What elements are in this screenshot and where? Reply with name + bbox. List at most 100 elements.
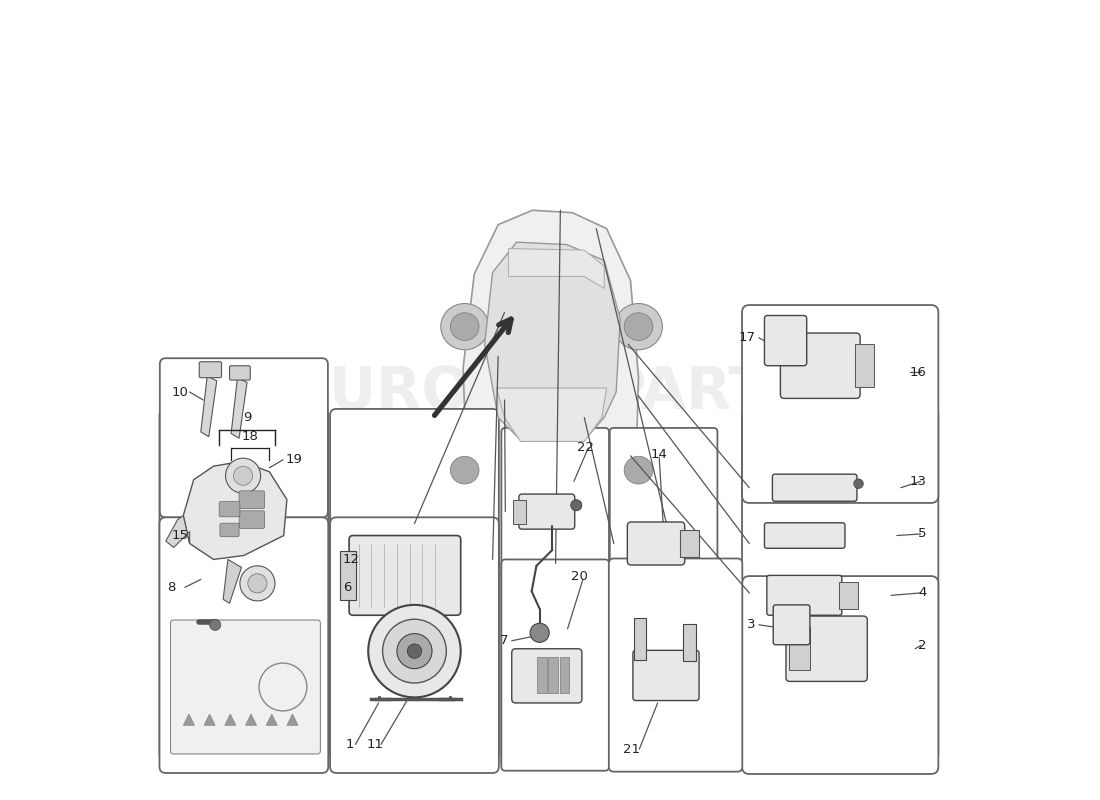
FancyBboxPatch shape (856, 344, 875, 387)
Circle shape (240, 566, 275, 601)
Polygon shape (231, 378, 248, 438)
Circle shape (571, 500, 582, 511)
Text: 18: 18 (242, 430, 258, 443)
FancyBboxPatch shape (608, 558, 742, 772)
FancyBboxPatch shape (773, 605, 810, 645)
Text: 17: 17 (739, 331, 756, 344)
Text: 11: 11 (366, 738, 384, 751)
Polygon shape (266, 714, 277, 726)
Polygon shape (224, 714, 235, 726)
Ellipse shape (450, 456, 478, 484)
Text: 12: 12 (343, 553, 360, 566)
FancyBboxPatch shape (780, 333, 860, 398)
FancyBboxPatch shape (742, 305, 938, 503)
Polygon shape (166, 515, 189, 547)
Text: 8: 8 (167, 581, 176, 594)
FancyBboxPatch shape (170, 620, 320, 754)
FancyBboxPatch shape (742, 408, 938, 762)
Ellipse shape (441, 447, 488, 494)
Polygon shape (463, 210, 638, 577)
Text: 6: 6 (343, 581, 351, 594)
Polygon shape (184, 462, 287, 559)
Text: 7: 7 (500, 634, 508, 647)
Circle shape (226, 458, 261, 494)
FancyBboxPatch shape (230, 366, 250, 380)
Circle shape (383, 619, 447, 683)
Polygon shape (485, 242, 620, 438)
FancyBboxPatch shape (772, 474, 857, 502)
Text: 14: 14 (651, 448, 668, 461)
Circle shape (397, 634, 432, 669)
Polygon shape (184, 714, 195, 726)
Text: 9: 9 (243, 411, 251, 424)
Circle shape (530, 623, 549, 642)
Circle shape (248, 574, 267, 593)
Polygon shape (245, 714, 256, 726)
FancyBboxPatch shape (330, 409, 499, 760)
Text: 15: 15 (172, 529, 188, 542)
FancyBboxPatch shape (609, 428, 717, 766)
Text: 19: 19 (285, 454, 303, 466)
FancyBboxPatch shape (764, 522, 845, 548)
Ellipse shape (450, 313, 478, 341)
Ellipse shape (441, 303, 488, 350)
FancyBboxPatch shape (683, 624, 696, 662)
Polygon shape (287, 714, 298, 726)
FancyBboxPatch shape (634, 618, 647, 660)
Text: 22: 22 (576, 442, 594, 454)
FancyBboxPatch shape (519, 494, 574, 529)
Text: 13: 13 (910, 475, 926, 488)
FancyBboxPatch shape (514, 500, 526, 523)
Text: 4: 4 (917, 586, 926, 599)
Text: 3: 3 (747, 618, 756, 631)
Polygon shape (508, 249, 604, 288)
FancyBboxPatch shape (512, 649, 582, 703)
Text: a passion for parts since 1985: a passion for parts since 1985 (372, 456, 704, 475)
FancyBboxPatch shape (239, 491, 265, 509)
Text: 1: 1 (345, 738, 354, 751)
Ellipse shape (624, 313, 652, 341)
FancyBboxPatch shape (502, 559, 609, 770)
Circle shape (210, 619, 221, 630)
Text: 20: 20 (571, 570, 588, 583)
FancyBboxPatch shape (742, 576, 938, 774)
FancyBboxPatch shape (537, 657, 547, 694)
Text: 16: 16 (910, 366, 926, 378)
FancyBboxPatch shape (330, 518, 499, 773)
FancyBboxPatch shape (764, 315, 806, 366)
FancyBboxPatch shape (838, 582, 858, 609)
FancyBboxPatch shape (680, 530, 700, 557)
FancyBboxPatch shape (220, 523, 239, 537)
FancyBboxPatch shape (160, 358, 328, 518)
Polygon shape (223, 559, 242, 603)
Circle shape (368, 605, 461, 698)
Text: 21: 21 (624, 742, 640, 756)
FancyBboxPatch shape (549, 657, 558, 694)
FancyBboxPatch shape (786, 616, 867, 682)
FancyBboxPatch shape (502, 428, 609, 766)
FancyBboxPatch shape (199, 362, 221, 378)
Circle shape (854, 479, 864, 489)
Polygon shape (204, 714, 216, 726)
Text: 2: 2 (917, 639, 926, 652)
FancyBboxPatch shape (767, 575, 842, 615)
FancyBboxPatch shape (789, 627, 810, 670)
FancyBboxPatch shape (160, 409, 328, 760)
Text: 5: 5 (917, 527, 926, 541)
FancyBboxPatch shape (632, 650, 700, 701)
FancyBboxPatch shape (340, 550, 356, 600)
Ellipse shape (615, 447, 662, 494)
FancyBboxPatch shape (239, 511, 265, 528)
FancyBboxPatch shape (560, 657, 569, 694)
Circle shape (407, 644, 421, 658)
Circle shape (233, 466, 253, 486)
FancyBboxPatch shape (627, 522, 684, 565)
Polygon shape (496, 388, 606, 442)
Text: EUROCARPARTS: EUROCARPARTS (289, 363, 811, 421)
FancyBboxPatch shape (219, 502, 240, 517)
FancyBboxPatch shape (160, 518, 328, 773)
Text: 10: 10 (172, 386, 188, 398)
FancyBboxPatch shape (349, 535, 461, 615)
Ellipse shape (624, 456, 652, 484)
Ellipse shape (615, 303, 662, 350)
